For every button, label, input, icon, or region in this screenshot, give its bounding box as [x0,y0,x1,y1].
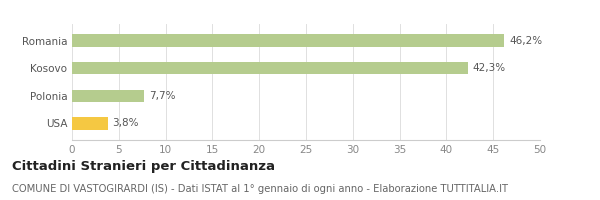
Text: 3,8%: 3,8% [112,118,139,128]
Bar [72,90,144,102]
Legend: Europa, America: Europa, America [229,0,383,2]
Bar [72,34,505,47]
Text: Cittadini Stranieri per Cittadinanza: Cittadini Stranieri per Cittadinanza [12,160,275,173]
Text: 46,2%: 46,2% [509,36,542,46]
Text: 42,3%: 42,3% [473,63,506,73]
Bar [72,117,107,130]
Text: COMUNE DI VASTOGIRARDI (IS) - Dati ISTAT al 1° gennaio di ogni anno - Elaborazio: COMUNE DI VASTOGIRARDI (IS) - Dati ISTAT… [12,184,508,194]
Text: 7,7%: 7,7% [149,91,175,101]
Bar [72,62,468,74]
